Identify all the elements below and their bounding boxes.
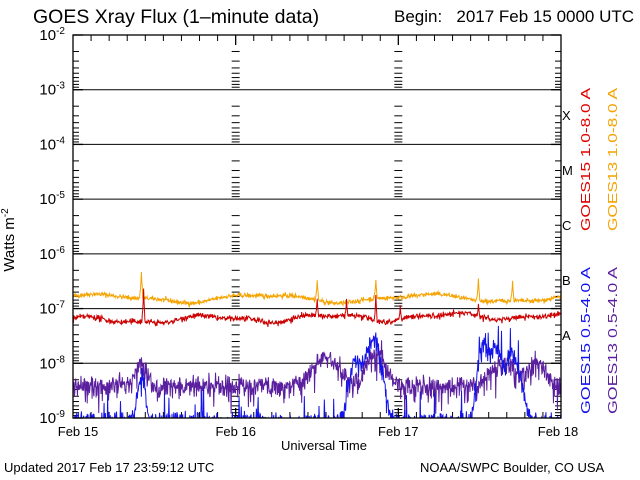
svg-text:GOES13 0.5-4.0 A: GOES13 0.5-4.0 A [605,267,620,414]
svg-text:A: A [562,328,571,343]
svg-text:M: M [562,163,573,178]
svg-text:Updated 2017 Feb 17 23:59:12 U: Updated 2017 Feb 17 23:59:12 UTC [4,460,214,475]
svg-text:Feb 15: Feb 15 [58,424,98,439]
svg-text:Universal Time: Universal Time [281,438,367,453]
svg-text:Feb 17: Feb 17 [378,424,418,439]
svg-text:B: B [562,273,571,288]
svg-text:GOES15 1.0-8.0 A: GOES15 1.0-8.0 A [578,88,593,231]
svg-text:Watts m-2: Watts m-2 [0,208,18,272]
svg-text:X: X [562,108,571,123]
svg-text:GOES15 0.5-4.0 A: GOES15 0.5-4.0 A [578,267,593,414]
svg-text:Feb 16: Feb 16 [215,424,255,439]
svg-text:Feb 18: Feb 18 [538,424,578,439]
svg-text:C: C [562,218,571,233]
svg-text:Begin: 2017 Feb 15 0000 UTC: Begin: 2017 Feb 15 0000 UTC [394,7,634,26]
svg-text:NOAA/SWPC Boulder, CO USA: NOAA/SWPC Boulder, CO USA [420,460,605,475]
svg-text:GOES13 1.0-8.0 A: GOES13 1.0-8.0 A [605,88,620,231]
svg-text:GOES Xray Flux (1–minute data): GOES Xray Flux (1–minute data) [33,6,319,28]
